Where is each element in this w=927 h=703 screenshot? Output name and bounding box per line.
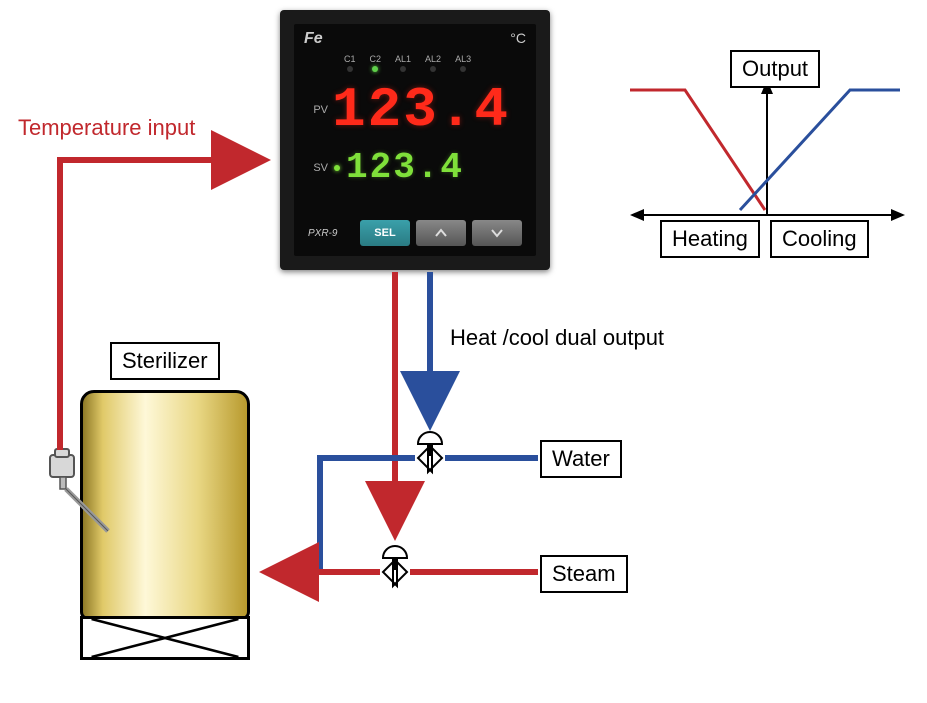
- water-valve-icon: [418, 432, 442, 472]
- unit-label: °C: [510, 30, 526, 46]
- pv-row: PV 123.4: [306, 82, 524, 138]
- tank-body: [80, 390, 250, 620]
- dual-output-label: Heat /cool dual output: [450, 325, 664, 351]
- indicator-row: C1 C2 AL1 AL2 AL3: [344, 54, 471, 72]
- water-label: Water: [540, 440, 622, 478]
- sel-button[interactable]: SEL: [360, 220, 410, 246]
- chevron-down-icon: [490, 228, 504, 238]
- sv-row: SV 123.4: [306, 150, 524, 186]
- sv-display: 123.4: [346, 150, 464, 186]
- brand-logo: Fe: [304, 30, 323, 48]
- sterilizer-label: Sterilizer: [110, 342, 220, 380]
- pv-label: PV: [306, 104, 332, 116]
- controller-face: Fe °C C1 C2 AL1 AL2 AL3 PV 123.4 SV 123.…: [294, 24, 536, 256]
- heating-axis-label: Heating: [660, 220, 760, 258]
- indicator-al2: AL2: [425, 54, 441, 72]
- cooling-axis-label: Cooling: [770, 220, 869, 258]
- sv-indicator-dot: [334, 165, 340, 171]
- down-button[interactable]: [472, 220, 522, 246]
- steam-valve-icon: [383, 546, 407, 586]
- output-graph: Output Heating Cooling: [630, 60, 905, 270]
- tank-base-cross-icon: [83, 619, 247, 657]
- steam-label: Steam: [540, 555, 628, 593]
- model-label: PXR-9: [308, 228, 337, 239]
- controller-device: Fe °C C1 C2 AL1 AL2 AL3 PV 123.4 SV 123.…: [280, 10, 550, 270]
- tank-base: [80, 616, 250, 660]
- indicator-al3: AL3: [455, 54, 471, 72]
- up-button[interactable]: [416, 220, 466, 246]
- sterilizer-tank: [80, 390, 250, 660]
- chevron-up-icon: [434, 228, 448, 238]
- indicator-c1: C1: [344, 54, 356, 72]
- sv-label: SV: [306, 162, 332, 174]
- button-row: PXR-9 SEL: [308, 220, 522, 246]
- pv-display: 123.4: [332, 82, 510, 138]
- indicator-c2: C2: [370, 54, 382, 72]
- output-axis-label: Output: [730, 50, 820, 88]
- water-line-left: [320, 458, 415, 572]
- indicator-al1: AL1: [395, 54, 411, 72]
- temperature-input-label: Temperature input: [18, 115, 195, 141]
